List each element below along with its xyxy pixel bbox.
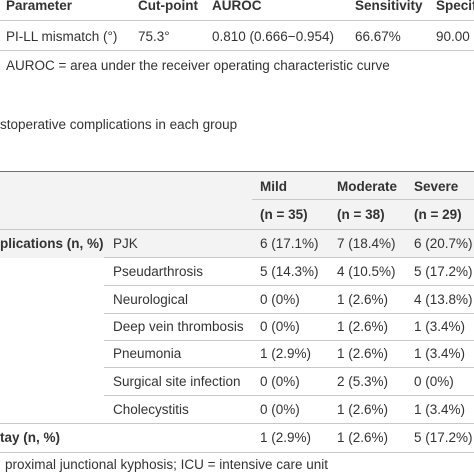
table-row-moderate: 1 (2.6%): [337, 292, 389, 307]
group-severe-name: Severe: [414, 179, 459, 194]
table-row-mild: 5 (14.3%): [260, 264, 319, 279]
table-row-moderate: 7 (18.4%): [337, 236, 396, 251]
table-row-mild: 0 (0%): [260, 319, 300, 334]
table-row-severe: 1 (3.4%): [414, 346, 466, 361]
icu-stay-severe: 5 (17.2%): [414, 430, 473, 445]
table1-header-divider: [0, 20, 474, 21]
table-row-severe: 1 (3.4%): [414, 402, 466, 417]
table-row-moderate: 1 (2.6%): [337, 319, 389, 334]
table-row-divider: [104, 340, 474, 341]
table-row-severe: 4 (13.8%): [414, 292, 473, 307]
table-row-severe: 6 (20.7%): [414, 236, 473, 251]
table-row-moderate: 2 (5.3%): [337, 374, 389, 389]
table-row-label: Deep vein thrombosis: [113, 319, 244, 334]
table1-header-parameter: Parameter: [6, 0, 73, 13]
table1-header-sensitivity: Sensitivity: [355, 0, 423, 13]
icu-stay-label: tay (n, %): [0, 430, 61, 445]
table-row-mild: 6 (17.1%): [260, 236, 319, 251]
table2-section-divider: [0, 423, 474, 424]
table-row-mild: 0 (0%): [260, 374, 300, 389]
table-row-moderate: 1 (2.6%): [337, 346, 389, 361]
table1-header-cutpoint: Cut-point: [138, 0, 198, 13]
table-row-divider: [104, 395, 474, 396]
table-row-label: Neurological: [113, 292, 189, 307]
table1-header-auroc: AUROC: [212, 0, 262, 13]
table1-cell-sensitivity: 66.67%: [355, 29, 401, 44]
group-severe-n: (n = 29): [414, 207, 462, 222]
icu-stay-moderate: 1 (2.6%): [337, 430, 389, 445]
table1-cell-parameter: PI-LL mismatch (°): [6, 29, 118, 44]
table-row-label: Surgical site infection: [113, 374, 241, 389]
table1-header-specificity: Specif: [436, 0, 474, 13]
table2-footnote: proximal junctional kyphosis; ICU = inte…: [5, 457, 329, 472]
group-mild-n: (n = 35): [260, 207, 308, 222]
table1-footnote: AUROC = area under the receiver operatin…: [6, 58, 390, 73]
table-row-label: Cholecystitis: [113, 402, 189, 417]
table2-header-divider: [252, 199, 474, 200]
table-row-mild: 0 (0%): [260, 292, 300, 307]
table-row-moderate: 1 (2.6%): [337, 402, 389, 417]
table-row-label: Pseudarthrosis: [113, 264, 204, 279]
table2-caption: stoperative complications in each group: [0, 117, 238, 132]
group-moderate-name: Moderate: [337, 179, 398, 194]
table1-cell-auroc: 0.810 (0.666−0.954): [212, 29, 334, 44]
table-row-moderate: 4 (10.5%): [337, 264, 396, 279]
table-row-mild: 0 (0%): [260, 402, 300, 417]
table-row-severe: 1 (3.4%): [414, 319, 466, 334]
table1-cell-cutpoint: 75.3°: [138, 29, 170, 44]
table-row-severe: 5 (17.2%): [414, 264, 473, 279]
table1-row-divider: [0, 50, 474, 51]
icu-stay-mild: 1 (2.9%): [260, 430, 312, 445]
table2-header-band: [0, 171, 474, 258]
table-row-divider: [104, 313, 474, 314]
group-moderate-n: (n = 38): [337, 207, 385, 222]
table2-top-rule: [0, 171, 474, 172]
table1-cell-specificity: 90.00: [436, 29, 470, 44]
table-row-divider: [104, 257, 474, 258]
table-row-label: PJK: [113, 236, 138, 251]
table2-header-bottom-rule: [0, 229, 474, 230]
table-row-severe: 0 (0%): [414, 374, 454, 389]
table2-bottom-rule: [0, 452, 474, 453]
complications-section-label: plications (n, %): [0, 236, 104, 251]
table-row-label: Pneumonia: [113, 346, 182, 361]
group-mild-name: Mild: [260, 179, 287, 194]
table-row-mild: 1 (2.9%): [260, 346, 312, 361]
table-row-divider: [104, 285, 474, 286]
table-row-divider: [104, 367, 474, 368]
